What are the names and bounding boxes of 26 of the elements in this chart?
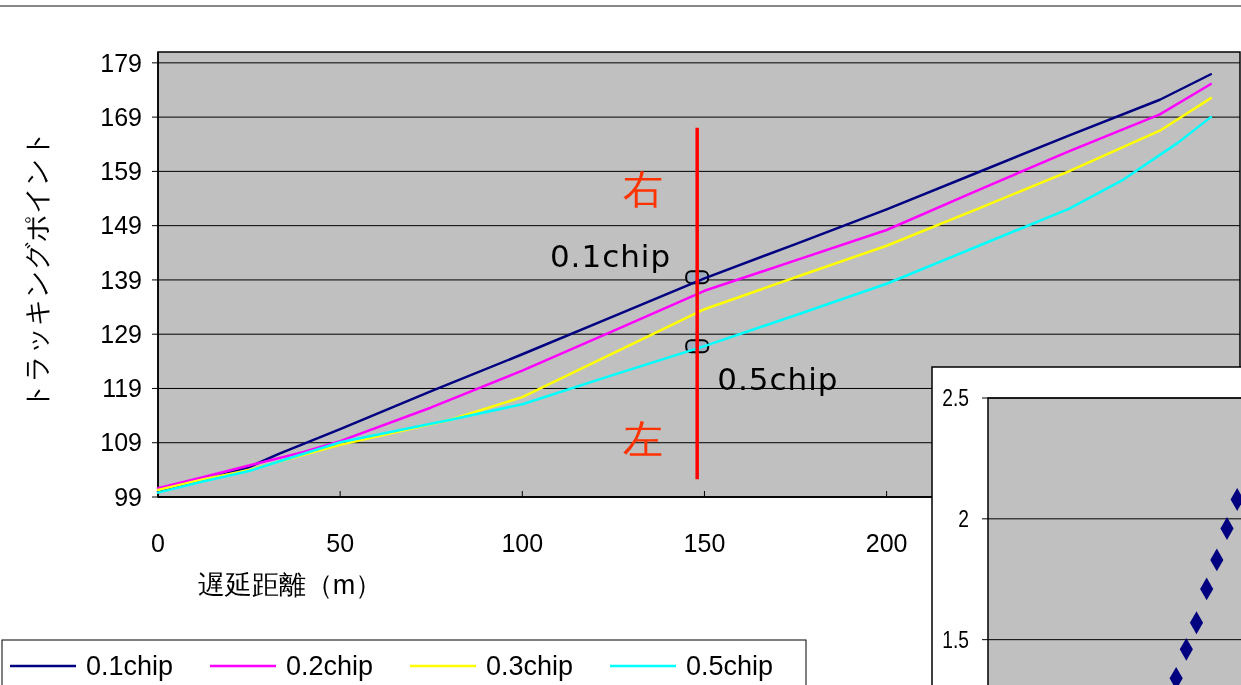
y-tick-label: 169: [100, 102, 142, 131]
y-tick-label: 1.5: [942, 625, 969, 654]
legend-label: 0.2chip: [286, 651, 374, 682]
y-tick-label: 159: [100, 157, 142, 186]
y-tick-label: 129: [100, 319, 142, 348]
x-tick-label: 200: [865, 529, 908, 557]
y-tick-label: 139: [100, 265, 142, 294]
legend-label: 0.1chip: [86, 651, 174, 682]
x-tick-label: 0: [151, 529, 165, 557]
legend-label: 0.5chip: [686, 651, 774, 682]
y-tick-label: 109: [100, 428, 142, 457]
y-tick-label: 2: [958, 505, 969, 533]
legend-label: 0.3chip: [486, 651, 574, 682]
x-tick-label: 50: [326, 529, 355, 557]
y-tick-label: 119: [102, 374, 142, 403]
x-tick-label: 150: [683, 529, 726, 557]
annotation: 右: [623, 166, 664, 213]
y-tick-label: 2.5: [942, 384, 969, 412]
annotation: 0.5chip: [717, 361, 839, 398]
y-tick-label: 99: [114, 482, 142, 511]
annotation: 0.1chip: [549, 238, 672, 275]
y-tick-label: 179: [100, 48, 142, 77]
y-axis-title: トラッキングポイント: [22, 130, 52, 410]
y-tick-label: 149: [100, 211, 142, 240]
x-axis-title: 遅延距離（m）: [197, 570, 383, 600]
x-tick-label: 100: [501, 529, 544, 557]
